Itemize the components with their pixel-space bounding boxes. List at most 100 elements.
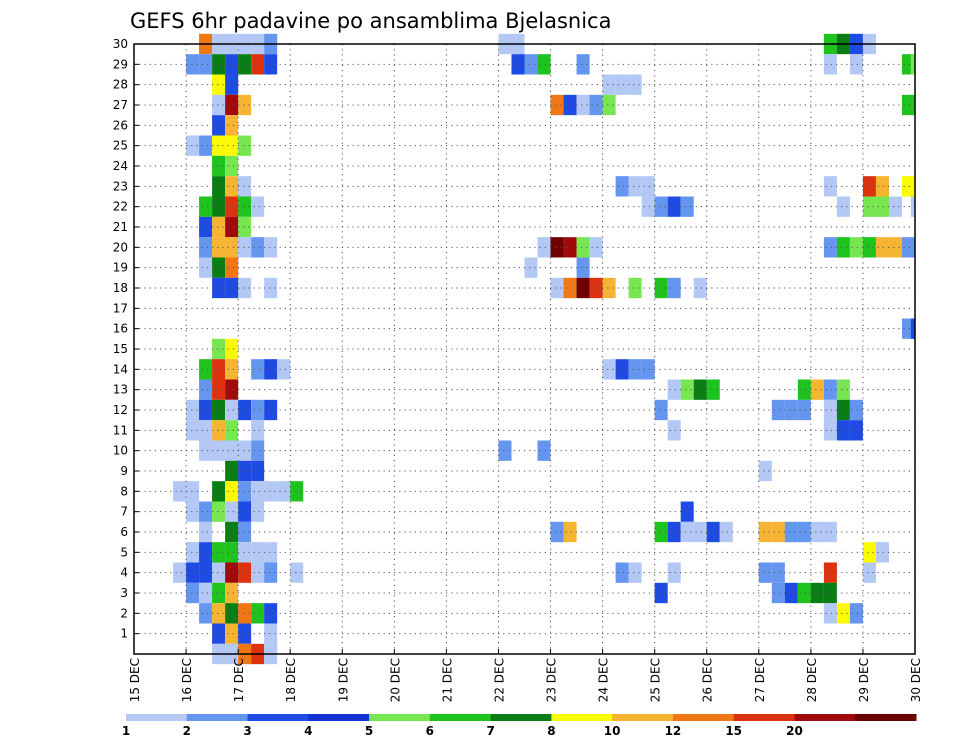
y-tick-label: 16 — [113, 322, 128, 336]
heatmap-cell — [199, 582, 213, 604]
heatmap-cell — [238, 277, 252, 299]
heatmap-cell — [225, 399, 239, 421]
heatmap-cell — [901, 94, 915, 116]
heatmap-cell — [238, 440, 252, 461]
heatmap-cell — [901, 176, 915, 197]
heatmap-cell — [186, 54, 200, 75]
heatmap-cell — [251, 196, 265, 217]
y-tick-label: 26 — [113, 118, 128, 132]
heatmap-cell — [576, 54, 590, 75]
heatmap-cell — [654, 399, 668, 421]
heatmap-cell — [693, 521, 707, 543]
y-tick-label: 20 — [113, 240, 128, 254]
heatmap-cell — [875, 176, 889, 197]
y-axis: 1234567891011121314151617181920212223242… — [113, 37, 139, 641]
heatmap-cell — [225, 257, 239, 278]
heatmap-cell — [602, 277, 616, 299]
heatmap-cell — [602, 74, 616, 95]
heatmap-cell — [797, 399, 811, 421]
heatmap-cell — [212, 115, 226, 136]
heatmap-cell — [810, 379, 824, 400]
colorbar-swatch — [672, 714, 735, 721]
heatmap-cell — [251, 54, 265, 75]
heatmap-cell — [693, 379, 707, 400]
y-tick-label: 4 — [120, 566, 128, 580]
y-tick-label: 21 — [113, 220, 128, 234]
heatmap-cell — [628, 74, 642, 95]
heatmap-cell — [667, 562, 681, 583]
heatmap-cell — [797, 379, 811, 400]
heatmap-cell — [667, 521, 681, 543]
heatmap-cell — [186, 135, 200, 156]
heatmap-cell — [615, 74, 629, 95]
heatmap-cell — [225, 216, 239, 238]
heatmap-cell — [238, 216, 252, 238]
heatmap-cell — [225, 94, 239, 116]
heatmap-cell — [680, 379, 694, 400]
heatmap-cell — [771, 562, 785, 583]
heatmap-cell — [199, 379, 213, 400]
heatmap-cell — [667, 379, 681, 400]
heatmap-cell — [264, 54, 278, 75]
heatmap-cell — [251, 359, 265, 380]
heatmap-cell — [563, 237, 577, 258]
y-tick-label: 19 — [113, 261, 128, 275]
heatmap-cell — [823, 176, 837, 197]
heatmap-cell — [238, 481, 252, 502]
heatmap-cell — [212, 623, 226, 644]
heatmap-cell — [771, 582, 785, 604]
heatmap-cell — [238, 176, 252, 197]
heatmap-cell — [888, 237, 902, 258]
colorbar-legend: 1 2 3 4 5 6 7 8 10 12 15 20 — [122, 714, 917, 738]
heatmap-cell — [589, 94, 603, 116]
heatmap-cell — [758, 460, 772, 482]
heatmap-cell — [862, 176, 876, 197]
heatmap-cell — [589, 277, 603, 299]
heatmap-cell — [576, 257, 590, 278]
heatmap-cell — [186, 562, 200, 583]
x-tick-label: 23 DEC — [545, 658, 559, 702]
heatmap-cell — [212, 359, 226, 380]
heatmap-cell — [238, 196, 252, 217]
heatmap-cell — [238, 237, 252, 258]
heatmap-cell — [784, 521, 798, 543]
colorbar-label: 2 — [183, 724, 191, 738]
heatmap-cell — [667, 277, 681, 299]
heatmap-cell — [264, 277, 278, 299]
heatmap-cell — [225, 237, 239, 258]
heatmap-cell — [225, 176, 239, 197]
heatmap-cell — [264, 359, 278, 380]
heatmap-cell — [264, 237, 278, 258]
heatmap-cell — [264, 399, 278, 421]
colorbar-label: 8 — [547, 724, 555, 738]
y-tick-label: 28 — [113, 78, 128, 92]
heatmap-cell — [784, 582, 798, 604]
heatmap-cell — [563, 521, 577, 543]
y-tick-label: 7 — [120, 505, 128, 519]
y-tick-label: 13 — [113, 383, 128, 397]
heatmap-cell — [823, 603, 837, 624]
heatmap-cell — [797, 582, 811, 604]
x-tick-label: 24 DEC — [597, 658, 611, 702]
x-tick-label: 17 DEC — [232, 658, 246, 702]
heatmap-cell — [823, 521, 837, 543]
heatmap-cell — [836, 420, 850, 441]
heatmap-cell — [784, 399, 798, 421]
heatmap-cell — [823, 379, 837, 400]
heatmap-cell — [524, 54, 538, 75]
heatmap-cell — [225, 277, 239, 299]
heatmap-cell — [680, 196, 694, 217]
heatmap-cell — [823, 562, 837, 583]
colorbar-label: 5 — [365, 724, 373, 738]
heatmap-cell — [264, 542, 278, 563]
heatmap-cell — [225, 481, 239, 502]
heatmap-cell — [550, 521, 564, 543]
heatmap-cell — [823, 237, 837, 258]
heatmap-cell — [901, 237, 915, 258]
heatmap-cell — [537, 440, 551, 461]
heatmap-cell — [225, 54, 239, 75]
heatmap-cell — [225, 460, 239, 482]
heatmap-cell — [823, 582, 837, 604]
y-tick-label: 18 — [113, 281, 128, 295]
